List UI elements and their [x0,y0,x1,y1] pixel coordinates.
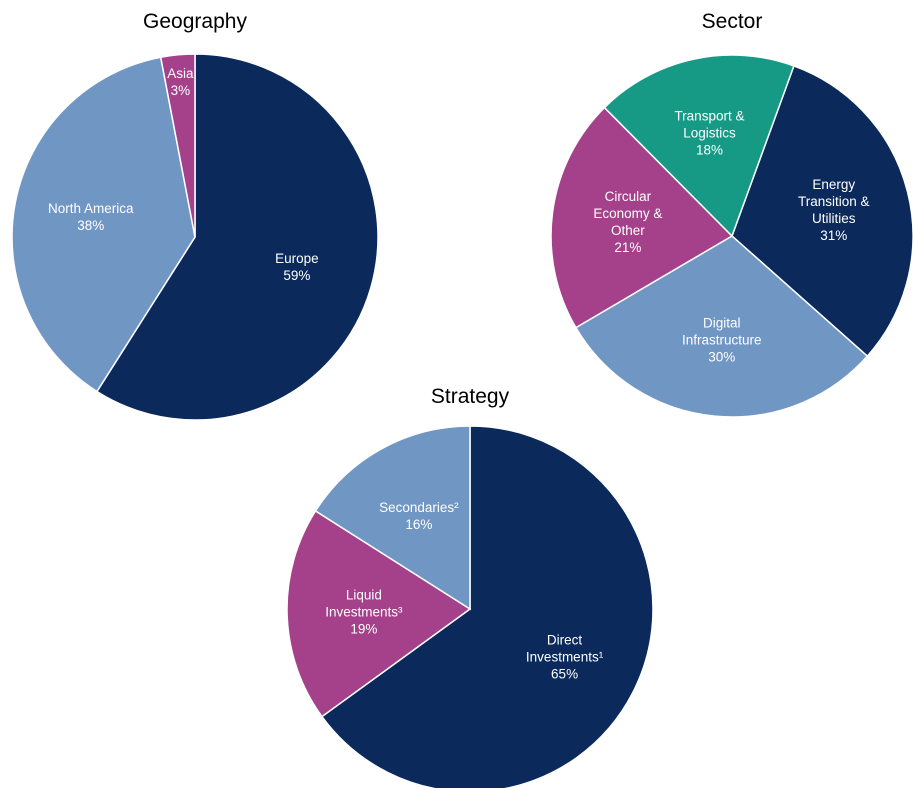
slice-label: Secondaries² 16% [371,499,467,533]
slice-name: Liquid Investments³ [325,587,403,620]
pie-slice [320,425,654,788]
slice-name: Energy Transition & Utilities [798,177,870,227]
slice-value: 3% [170,83,191,99]
slice-label: Transport & Logistics 18% [661,108,757,159]
pie-slice [574,235,869,418]
slice-label: Direct Investments¹ 65% [517,632,613,683]
slice-label: Energy Transition & Utilities 31% [786,176,882,244]
slice-label: Digital Infrastructure 30% [674,315,770,366]
pie-slice [603,54,795,238]
slice-label: Asia 3% [160,65,200,99]
chart-title: Strategy [430,385,510,408]
slice-name: Transport & Logistics [674,108,745,141]
slice-label: Europe 59% [249,250,345,284]
pie-slice [286,509,472,718]
pie-slice [314,425,471,611]
slice-name: Digital Infrastructure [681,315,762,348]
slice-name: Asia [167,66,194,82]
slice-value: 30% [708,349,736,365]
slice-value: 31% [820,228,848,244]
slice-label: Liquid Investments³ 19% [316,587,412,638]
pie-slice [159,53,196,238]
slice-name: North America [47,201,134,217]
pie-slice [95,53,379,421]
chart-title: Geography [143,10,247,33]
slice-name: Direct Investments¹ [525,632,604,665]
slice-value: 65% [551,666,579,682]
pie-slice [550,106,734,329]
slice-name: Secondaries² [379,499,459,515]
slice-value: 19% [350,621,378,637]
slice-name: Circular Economy & Other [593,189,663,239]
pie-slice [731,64,914,358]
slice-value: 38% [77,218,105,234]
slice-value: 16% [405,516,433,532]
slice-name: Europe [275,250,319,266]
slice-label: Circular Economy & Other 21% [580,188,676,256]
slice-value: 21% [614,240,642,256]
slice-value: 18% [695,142,723,158]
pie-slice [11,56,196,393]
slice-label: North America 38% [43,200,139,234]
chart-title: Sector [701,10,763,33]
slice-value: 59% [283,267,311,283]
